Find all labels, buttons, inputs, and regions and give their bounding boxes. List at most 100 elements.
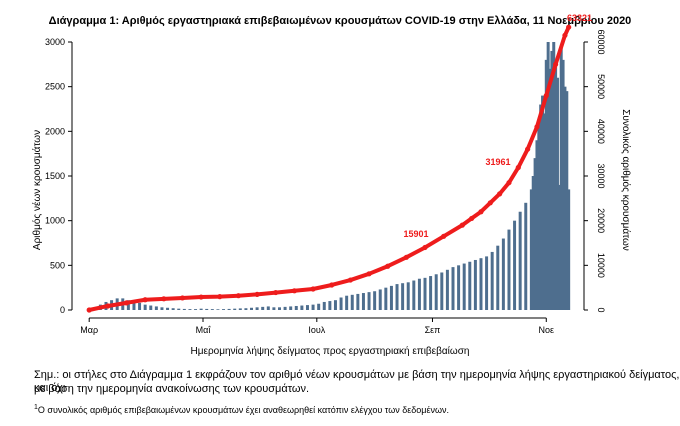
y2-tick-label: 10000 xyxy=(596,253,606,278)
bar xyxy=(546,42,550,310)
cumulative-point xyxy=(105,303,111,309)
footnote-marker: 1 xyxy=(34,404,38,411)
bar xyxy=(554,59,558,310)
y2-tick-label: 30000 xyxy=(596,163,606,188)
bar xyxy=(255,307,259,310)
x-tick-label: Σεπ xyxy=(425,325,441,335)
bar xyxy=(434,274,438,310)
bar xyxy=(132,301,136,310)
bar xyxy=(199,308,203,310)
cumulative-point xyxy=(235,293,242,299)
bar xyxy=(401,283,405,310)
bar xyxy=(154,306,158,310)
bar xyxy=(550,50,554,310)
bar xyxy=(524,202,528,310)
bar xyxy=(501,238,505,310)
cumulative-point xyxy=(543,93,549,99)
bar xyxy=(283,306,287,310)
bar xyxy=(563,86,567,311)
bar xyxy=(518,211,522,310)
bar xyxy=(300,305,304,310)
bar xyxy=(468,261,472,310)
bar xyxy=(567,189,571,310)
cumulative-point xyxy=(562,32,568,38)
cumulative-annotation: 63321 xyxy=(567,13,592,23)
bar xyxy=(205,308,209,310)
bar xyxy=(345,295,349,310)
bar xyxy=(544,59,548,310)
bar xyxy=(440,272,444,310)
y-tick-label: 1000 xyxy=(45,216,65,226)
cumulative-point xyxy=(441,233,447,239)
bar xyxy=(194,309,198,310)
bar xyxy=(423,277,427,310)
bar xyxy=(565,91,569,310)
y-tick-label: 3000 xyxy=(45,37,65,47)
bar xyxy=(317,303,321,310)
cumulative-point xyxy=(273,289,279,296)
bar xyxy=(412,280,416,310)
bar xyxy=(138,302,142,310)
bar xyxy=(233,308,237,310)
bar xyxy=(373,291,377,310)
footnote: 1Ο συνολικός αριθμός επιβεβαιωμένων κρου… xyxy=(34,404,449,415)
bar xyxy=(552,42,556,310)
cumulative-point xyxy=(198,294,204,300)
bar xyxy=(188,309,192,310)
bar xyxy=(429,276,433,310)
bar xyxy=(356,293,360,310)
bar xyxy=(539,104,543,311)
cumulative-point xyxy=(497,191,503,197)
bar xyxy=(507,229,511,310)
bar xyxy=(451,267,455,310)
bar xyxy=(367,292,371,310)
y2-tick-label: 0 xyxy=(596,307,606,312)
bar xyxy=(294,305,298,310)
bar xyxy=(311,304,315,310)
bar xyxy=(490,251,494,310)
y2-axis-label: Συνολικός αριθμός κρουσμάτων xyxy=(620,109,632,251)
cumulative-point xyxy=(459,222,465,228)
cumulative-point xyxy=(515,164,521,171)
bar xyxy=(160,307,164,310)
y-tick-label: 1500 xyxy=(45,171,65,181)
bar xyxy=(177,308,181,310)
bar xyxy=(513,220,517,310)
bar xyxy=(361,293,365,310)
bar xyxy=(555,77,559,310)
y-tick-label: 2500 xyxy=(45,82,65,92)
cumulative-point xyxy=(329,282,335,288)
bar xyxy=(479,258,483,310)
bar xyxy=(535,140,539,310)
bar xyxy=(542,113,546,310)
bar xyxy=(166,307,170,310)
bar xyxy=(149,305,153,310)
cumulative-point xyxy=(403,254,409,260)
bar xyxy=(182,308,186,310)
note-line-1: Σημ.: οι στήλες στο Διάγραμμα 1 εκφράζου… xyxy=(34,369,680,394)
bar xyxy=(457,265,461,310)
cumulative-point xyxy=(366,271,372,277)
bar xyxy=(143,304,147,310)
x-tick-label: Νοε xyxy=(539,325,555,335)
bar xyxy=(126,300,130,310)
bar xyxy=(384,287,388,310)
bar xyxy=(537,122,541,311)
cumulative-point xyxy=(347,277,353,283)
footnote-text: Ο συνολικός αριθμός επιβεβαιωμένων κρουσ… xyxy=(37,405,450,415)
cumulative-point xyxy=(254,291,260,297)
bar xyxy=(261,306,265,310)
y2-tick-label: 40000 xyxy=(596,119,606,144)
cumulative-point xyxy=(506,180,512,186)
bar xyxy=(531,176,535,310)
cumulative-point xyxy=(553,61,559,67)
x-axis-label: Ημερομηνία λήψης δείγματος προς εργαστηρ… xyxy=(191,345,470,357)
cumulative-point xyxy=(525,146,531,152)
bar xyxy=(333,300,337,310)
bar xyxy=(462,263,466,310)
chart: Διάγραμμα 1: Αριθμός εργαστηριακά επιβεβ… xyxy=(31,13,632,357)
y-tick-label: 2000 xyxy=(45,126,65,136)
chart-title: Διάγραμμα 1: Αριθμός εργαστηριακά επιβεβ… xyxy=(49,15,632,27)
bar xyxy=(485,256,489,310)
cumulative-point xyxy=(217,294,223,300)
